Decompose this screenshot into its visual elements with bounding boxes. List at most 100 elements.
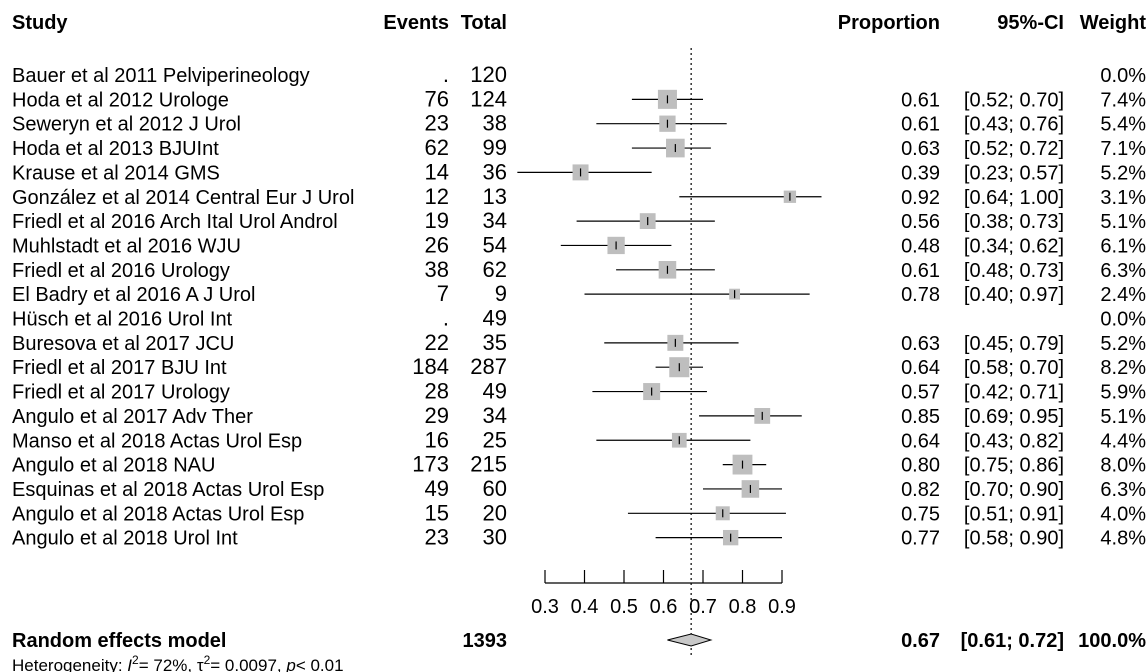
- study-weight: 7.1%: [1100, 138, 1146, 160]
- study-proportion: 0.77: [901, 528, 940, 550]
- header-total: Total: [461, 12, 507, 34]
- study-proportion: 0.48: [901, 235, 940, 257]
- study-name: González et al 2014 Central Eur J Urol: [12, 187, 354, 209]
- study-proportion: 0.82: [901, 479, 940, 501]
- header-proportion: Proportion: [838, 12, 940, 34]
- study-weight: 0.0%: [1100, 309, 1146, 331]
- study-proportion: 0.63: [901, 138, 940, 160]
- header-ci: 95%-CI: [997, 12, 1064, 34]
- study-weight: 3.1%: [1100, 187, 1146, 209]
- study-weight: 4.4%: [1100, 430, 1146, 452]
- study-total: 9: [495, 281, 507, 306]
- study-events: 15: [425, 500, 449, 525]
- study-name: Muhlstadt et al 2016 WJU: [12, 235, 241, 257]
- study-total: 60: [483, 476, 507, 501]
- study-ci: [0.43; 0.82]: [964, 430, 1064, 452]
- study-ci: [0.42; 0.71]: [964, 382, 1064, 404]
- study-weight: 2.4%: [1100, 284, 1146, 306]
- study-total: 99: [483, 135, 507, 160]
- study-total: 124: [470, 86, 507, 111]
- study-weight: 4.8%: [1100, 528, 1146, 550]
- study-proportion: 0.64: [901, 357, 940, 379]
- study-proportion: 0.61: [901, 89, 940, 111]
- study-total: 34: [483, 208, 507, 233]
- study-proportion: 0.63: [901, 333, 940, 355]
- study-ci: [0.34; 0.62]: [964, 235, 1064, 257]
- study-weight: 6.1%: [1100, 235, 1146, 257]
- study-total: 36: [483, 159, 507, 184]
- study-proportion: 0.85: [901, 406, 940, 428]
- study-events: 7: [437, 281, 449, 306]
- study-total: 120: [470, 62, 507, 87]
- study-events: 26: [425, 232, 449, 257]
- study-events: 38: [425, 257, 449, 282]
- study-ci: [0.75; 0.86]: [964, 455, 1064, 477]
- study-name: Hüsch et al 2016 Urol Int: [12, 309, 233, 331]
- study-total: 62: [483, 257, 507, 282]
- study-name: Hoda et al 2012 Urologe: [12, 89, 229, 111]
- study-total: 35: [483, 330, 507, 355]
- study-proportion: 0.61: [901, 114, 940, 136]
- x-tick-label: 0.6: [650, 596, 678, 618]
- study-events: 23: [425, 111, 449, 136]
- study-ci: [0.51; 0.91]: [964, 503, 1064, 525]
- study-name: Friedl et al 2016 Arch Ital Urol Androl: [12, 211, 338, 233]
- study-weight: 7.4%: [1100, 89, 1146, 111]
- summary-label: Random effects model: [12, 630, 226, 652]
- study-total: 49: [483, 306, 507, 331]
- study-ci: [0.69; 0.95]: [964, 406, 1064, 428]
- study-ci: [0.52; 0.72]: [964, 138, 1064, 160]
- summary-weight: 100.0%: [1078, 630, 1146, 652]
- study-proportion: 0.56: [901, 211, 940, 233]
- study-ci: [0.58; 0.70]: [964, 357, 1064, 379]
- study-proportion: 0.64: [901, 430, 940, 452]
- study-events: 28: [425, 379, 449, 404]
- study-proportion: 0.61: [901, 260, 940, 282]
- study-proportion: 0.92: [901, 187, 940, 209]
- study-name: Angulo et al 2017 Adv Ther: [12, 406, 253, 428]
- study-weight: 5.1%: [1100, 211, 1146, 233]
- summary-total: 1393: [463, 630, 508, 652]
- study-events: 62: [425, 135, 449, 160]
- study-ci: [0.45; 0.79]: [964, 333, 1064, 355]
- study-proportion: 0.78: [901, 284, 940, 306]
- study-total: 54: [483, 232, 507, 257]
- study-total: 25: [483, 427, 507, 452]
- study-events: 49: [425, 476, 449, 501]
- study-total: 13: [483, 184, 507, 209]
- study-ci: [0.48; 0.73]: [964, 260, 1064, 282]
- study-total: 20: [483, 500, 507, 525]
- study-proportion: 0.80: [901, 455, 940, 477]
- x-tick-label: 0.8: [729, 596, 757, 618]
- study-proportion: 0.75: [901, 503, 940, 525]
- study-events: 173: [412, 452, 449, 477]
- study-proportion: 0.39: [901, 162, 940, 184]
- header-study: Study: [12, 12, 68, 34]
- study-name: Hoda et al 2013 BJUInt: [12, 138, 219, 160]
- x-tick-label: 0.9: [768, 596, 796, 618]
- x-tick-label: 0.7: [689, 596, 717, 618]
- study-weight: 5.9%: [1100, 382, 1146, 404]
- study-weight: 4.0%: [1100, 503, 1146, 525]
- study-total: 38: [483, 111, 507, 136]
- study-events: 29: [425, 403, 449, 428]
- study-weight: 0.0%: [1100, 65, 1146, 87]
- summary-ci: [0.61; 0.72]: [961, 630, 1064, 652]
- study-total: 34: [483, 403, 507, 428]
- header-weight: Weight: [1080, 12, 1147, 34]
- study-name: Manso et al 2018 Actas Urol Esp: [12, 430, 302, 452]
- study-name: Krause et al 2014 GMS: [12, 162, 220, 184]
- study-weight: 6.3%: [1100, 479, 1146, 501]
- study-name: Angulo et al 2018 NAU: [12, 455, 215, 477]
- study-total: 287: [470, 354, 507, 379]
- study-weight: 6.3%: [1100, 260, 1146, 282]
- study-ci: [0.58; 0.90]: [964, 528, 1064, 550]
- study-name: Bauer et al 2011 Pelviperineology: [12, 65, 310, 87]
- study-weight: 8.2%: [1100, 357, 1146, 379]
- study-ci: [0.40; 0.97]: [964, 284, 1064, 306]
- study-proportion: 0.57: [901, 382, 940, 404]
- study-name: Buresova et al 2017 JCU: [12, 333, 234, 355]
- study-events: 16: [425, 427, 449, 452]
- study-events: .: [443, 62, 449, 87]
